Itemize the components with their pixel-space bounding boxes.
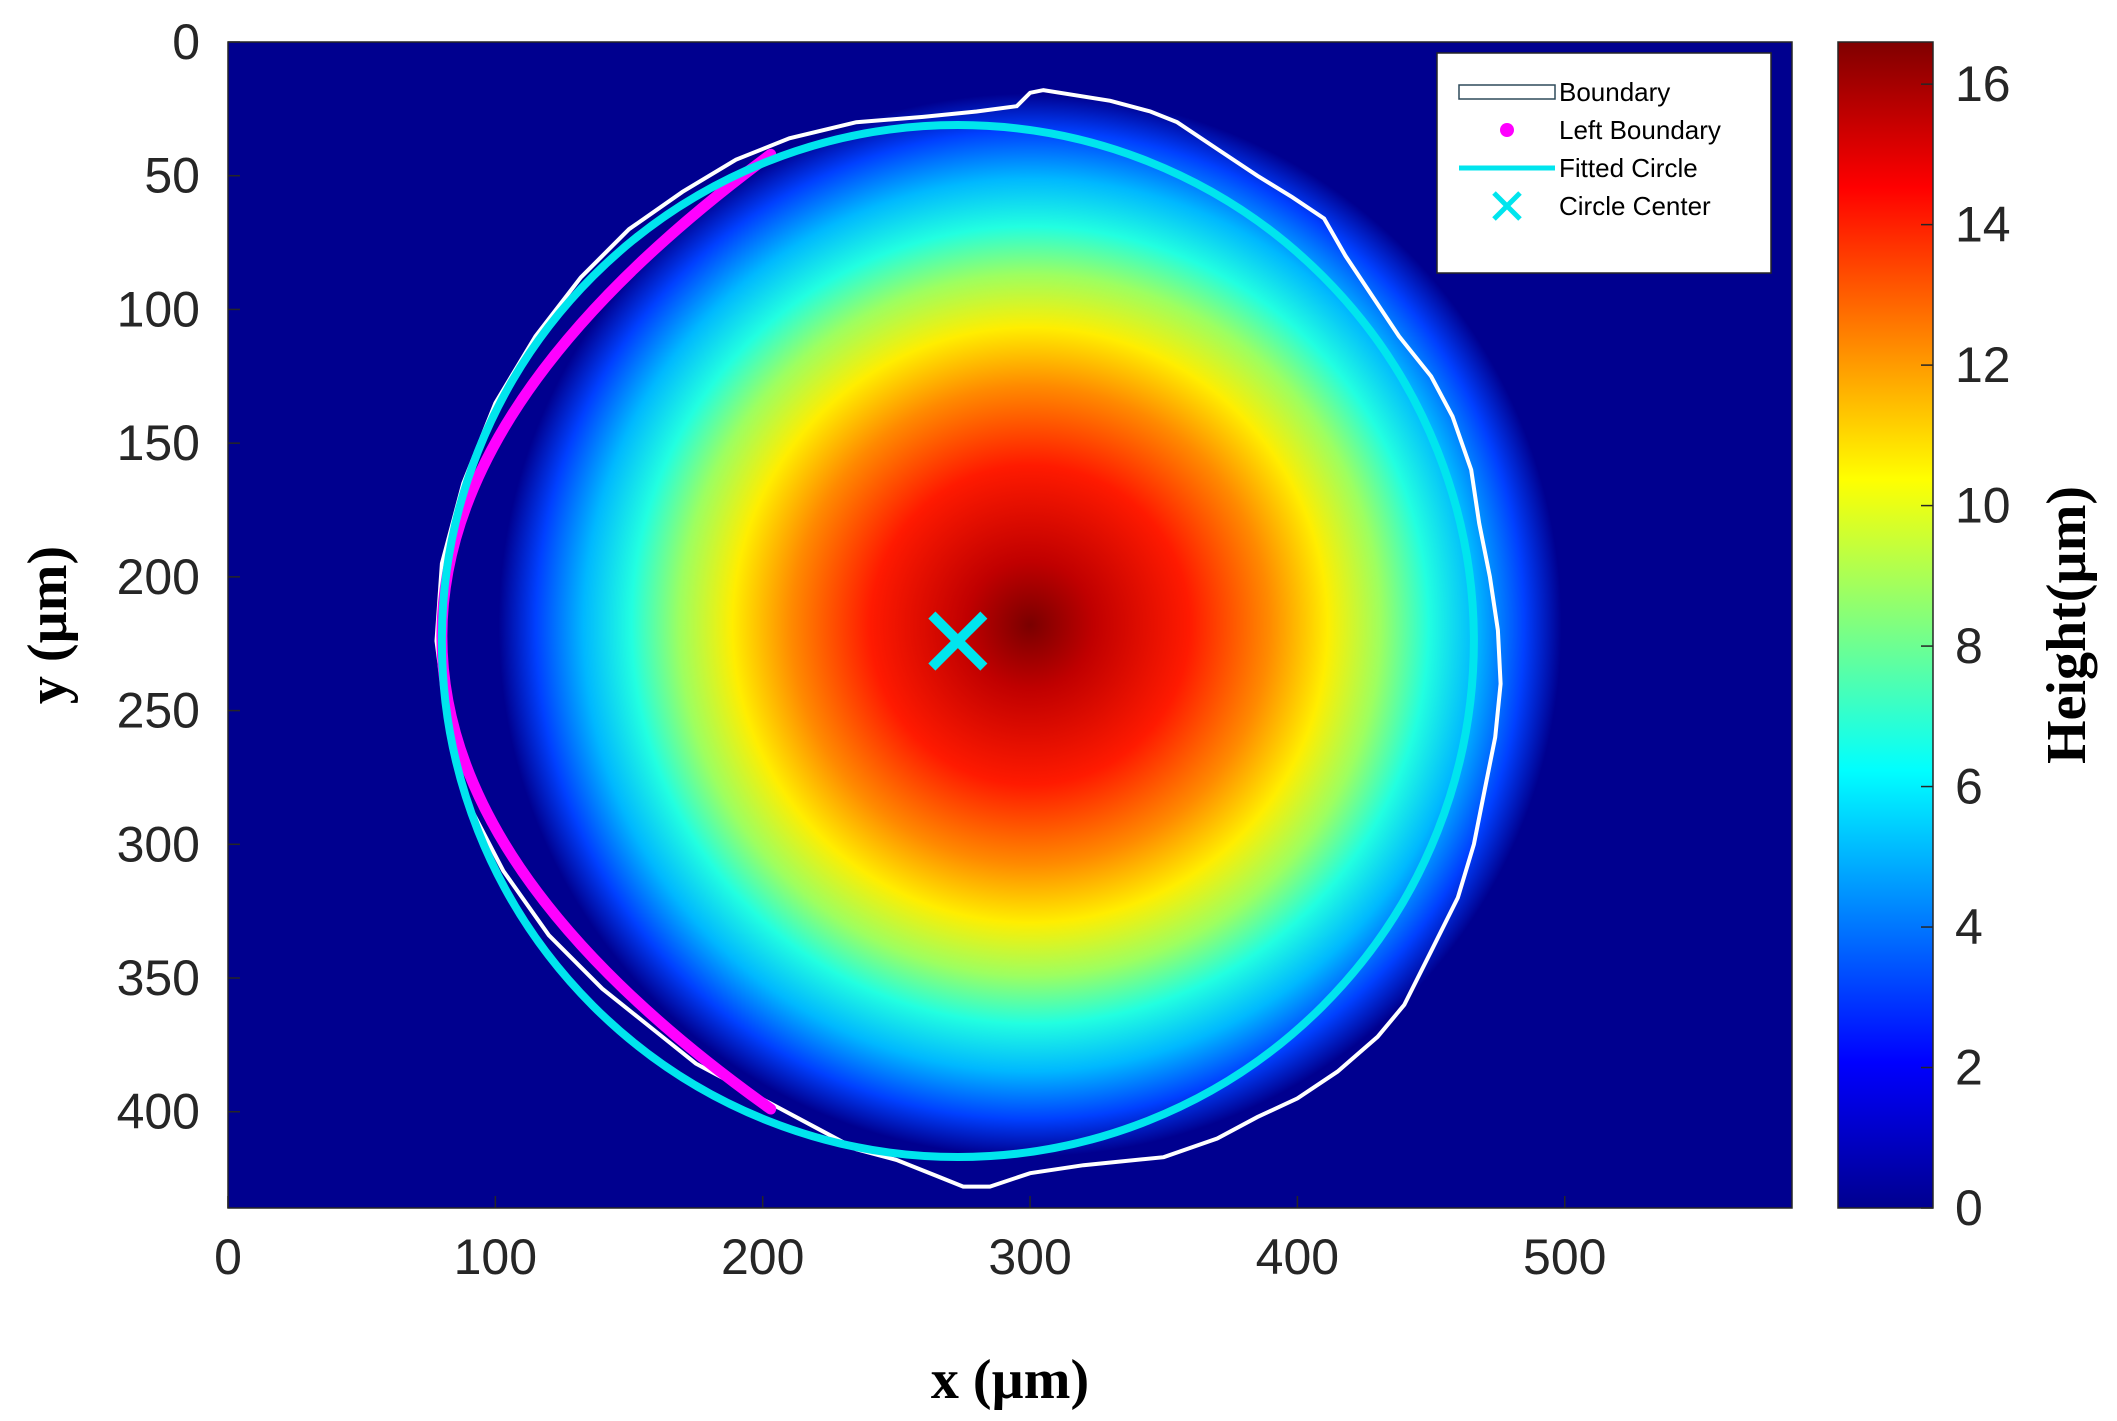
colorbar-tick-label: 4 [1955,899,1983,955]
x-tick-label: 300 [988,1229,1071,1285]
legend-label: Circle Center [1559,191,1711,221]
height-map [498,93,1562,1157]
legend-label: Boundary [1559,77,1670,107]
legend-swatch-left-boundary [1500,123,1514,137]
legend-swatch-circle-center [1492,191,1522,221]
y-tick-label: 300 [117,816,200,872]
y-tick-label: 250 [117,683,200,739]
plot-frame [227,41,1793,1209]
colorbar-tick-label: 10 [1955,478,2011,534]
colorbar-tick-label: 14 [1955,197,2011,253]
x-tick-label: 500 [1523,1229,1606,1285]
y-axis-ticks: 0 50 100 150 200 250 300 350 400 [117,14,240,1140]
legend-item: Boundary [1458,77,1670,107]
colorbar-tick-label: 6 [1955,759,1983,815]
colorbar-title: Height(µm) [2036,486,2098,764]
x-tick-label: 400 [1256,1229,1339,1285]
x-axis-title: x (µm) [931,1349,1089,1411]
circle-center-x-stroke [928,611,988,671]
y-tick-label: 150 [117,415,200,471]
legend-swatch-boundary [1458,84,1556,100]
x-tick-label: 200 [721,1229,804,1285]
y-tick-label: 0 [172,14,200,70]
x-tick-label: 100 [454,1229,537,1285]
colorbar-tick-label: 12 [1955,337,2011,393]
legend-label: Left Boundary [1559,115,1721,145]
colorbar-tick-label: 2 [1955,1040,1983,1096]
colorbar-tick-label: 0 [1955,1180,1983,1236]
colorbar-ticks: 0 2 4 6 8 10 12 14 16 [1921,56,2011,1236]
legend-label: Fitted Circle [1559,153,1698,183]
legend: Boundary Left Boundary Fitted Circle Circle… [1436,52,1772,274]
colorbar-gradient [1837,41,1934,1209]
x-axis-ticks: 0 100 200 300 400 500 [214,1196,1606,1285]
y-tick-label: 350 [117,950,200,1006]
legend-item: Left Boundary [1500,115,1721,145]
y-tick-label: 200 [117,549,200,605]
colorbar-tick-label: 16 [1955,56,2011,112]
x-tick-label: 0 [214,1229,242,1285]
circle-center-marker [928,611,988,671]
y-tick-label: 100 [117,281,200,337]
y-tick-label: 400 [117,1084,200,1140]
y-tick-label: 50 [144,148,200,204]
y-axis-title: y (µm) [17,546,79,704]
legend-item: Circle Center [1492,191,1711,221]
colorbar: 0 2 4 6 8 10 12 14 16 Height(µm) [1837,41,2098,1236]
legend-item: Fitted Circle [1459,153,1698,183]
colorbar-tick-label: 8 [1955,618,1983,674]
fitted-circle [437,121,1478,1162]
